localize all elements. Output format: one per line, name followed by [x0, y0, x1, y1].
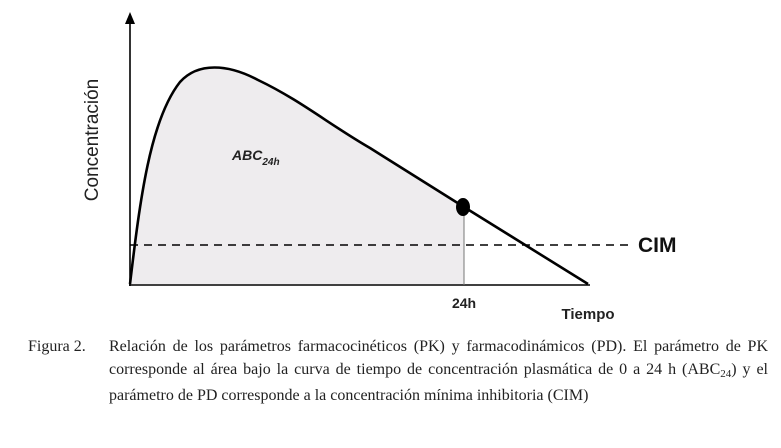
figure-caption: Figura 2. Relación de los parámetros far…: [28, 336, 768, 408]
time-24h-label: 24h: [452, 295, 476, 311]
y-axis-label: Concentración: [82, 79, 103, 202]
x-axis-label: Tiempo: [561, 306, 614, 323]
caption-text: Relación de los parámetros farmacocinéti…: [109, 336, 768, 408]
curve-point-24h: [456, 198, 470, 216]
auc-shaded-area: [130, 67, 464, 284]
caption-text-part-1: Relación de los parámetros farmacocinéti…: [109, 338, 768, 378]
concentration-curve: [128, 66, 589, 286]
auc-label: ABC24h: [231, 147, 280, 168]
auc-label-main: ABC: [231, 147, 263, 163]
caption-subscript: 24: [720, 367, 732, 380]
y-axis-arrow: [125, 12, 135, 24]
caption-text-part-2: ) y el parámetro de PD corresponde a la …: [109, 360, 769, 405]
auc-label-sub: 24h: [261, 157, 279, 168]
caption-label: Figura 2.: [28, 338, 86, 355]
threshold-label: CIM: [638, 234, 677, 257]
